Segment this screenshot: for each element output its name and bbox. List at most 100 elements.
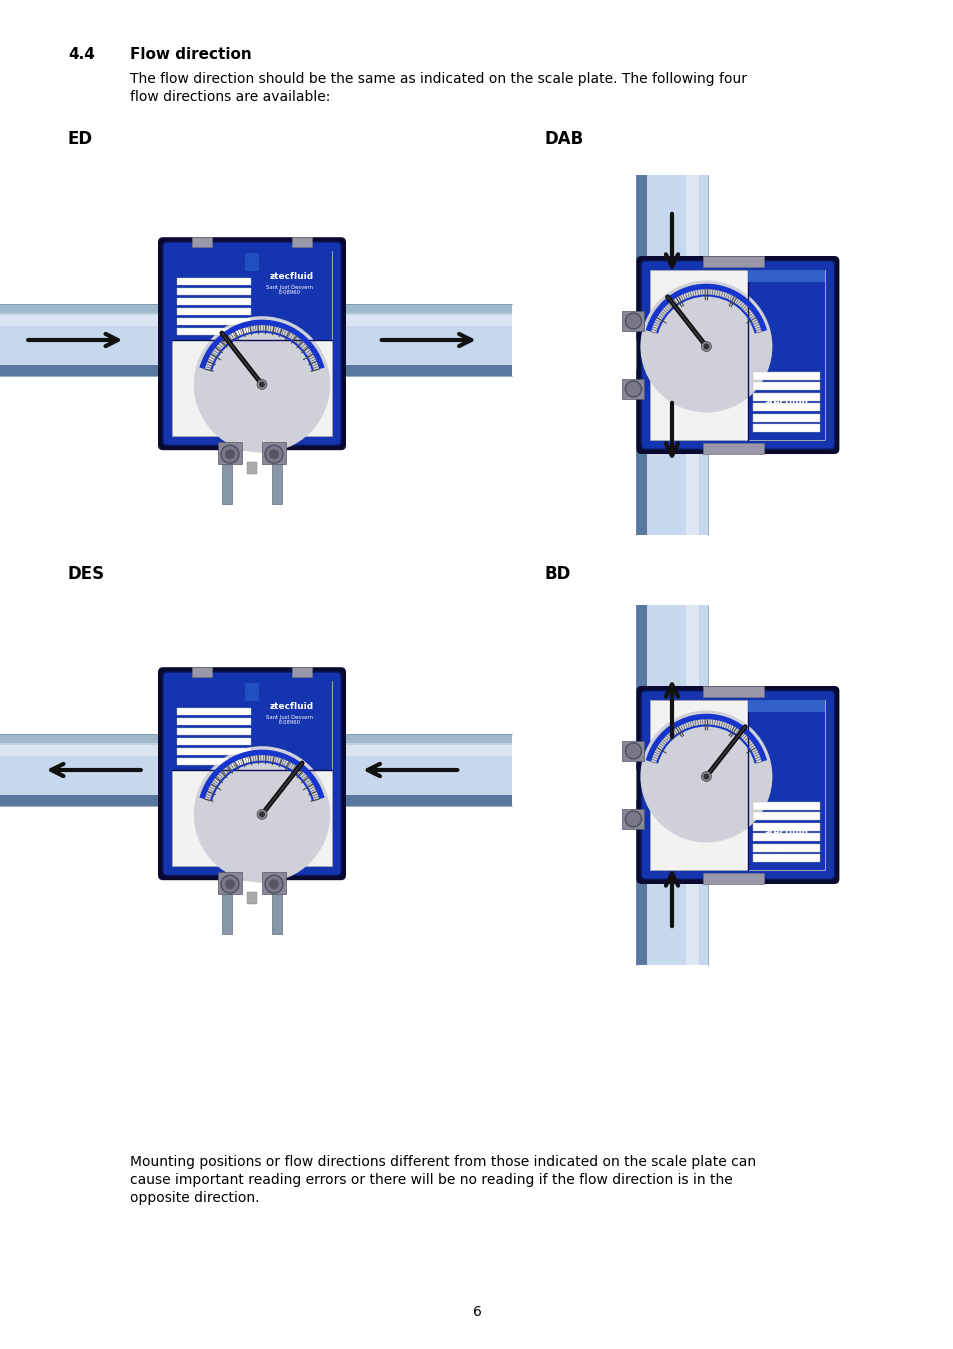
Bar <box>177 747 251 755</box>
Text: E-08960: E-08960 <box>775 428 797 432</box>
Bar <box>702 873 763 884</box>
Bar <box>177 328 251 335</box>
Bar <box>707 331 738 380</box>
Text: ƶtecfluid: ƶtecfluid <box>764 398 808 407</box>
FancyBboxPatch shape <box>158 668 346 880</box>
Bar <box>177 317 251 325</box>
Text: Flow direction: Flow direction <box>130 47 252 62</box>
Bar <box>172 251 332 436</box>
Bar <box>685 370 699 536</box>
Bar <box>702 687 763 697</box>
Bar <box>747 700 824 712</box>
Bar <box>0 795 177 805</box>
Circle shape <box>625 743 640 759</box>
Text: E-08960: E-08960 <box>775 858 797 862</box>
Bar <box>753 801 820 809</box>
Bar <box>327 313 512 325</box>
Text: E-08960: E-08960 <box>278 290 301 295</box>
Text: flow directions are available:: flow directions are available: <box>130 90 330 104</box>
FancyBboxPatch shape <box>640 260 834 449</box>
Bar <box>272 463 282 505</box>
Bar <box>192 668 212 677</box>
Bar <box>621 809 643 830</box>
Circle shape <box>702 344 709 349</box>
Bar <box>327 734 512 745</box>
Bar <box>177 278 251 285</box>
Bar <box>177 727 251 735</box>
Text: ƶtecfluid: ƶtecfluid <box>764 828 808 838</box>
Bar <box>0 743 177 755</box>
Bar <box>222 463 232 505</box>
FancyBboxPatch shape <box>636 687 839 884</box>
Bar <box>685 604 699 770</box>
Bar <box>192 237 212 247</box>
Bar <box>707 759 738 809</box>
Circle shape <box>269 880 278 889</box>
Text: E-08960: E-08960 <box>278 720 301 726</box>
Bar <box>753 414 820 421</box>
Bar <box>753 393 820 401</box>
Bar <box>747 700 824 870</box>
FancyBboxPatch shape <box>640 691 834 880</box>
Bar <box>747 270 824 282</box>
Bar <box>177 308 251 316</box>
Circle shape <box>193 746 330 882</box>
Bar <box>327 366 512 376</box>
Bar <box>262 873 286 894</box>
Text: Sant Just Desvern: Sant Just Desvern <box>762 417 809 422</box>
Text: Mounting positions or flow directions different from those indicated on the scal: Mounting positions or flow directions di… <box>130 1155 756 1170</box>
Bar <box>0 304 177 314</box>
Bar <box>0 366 177 376</box>
Text: DES: DES <box>68 565 105 583</box>
Bar <box>177 718 251 724</box>
Bar <box>172 251 332 340</box>
Text: cause important reading errors or there will be no reading if the flow direction: cause important reading errors or there … <box>130 1174 732 1187</box>
Bar <box>172 681 332 866</box>
Bar <box>685 175 699 340</box>
Text: ƶtecfluid: ƶtecfluid <box>270 272 314 281</box>
Circle shape <box>225 449 234 459</box>
Bar <box>753 854 820 862</box>
Bar <box>247 463 256 475</box>
Text: 6: 6 <box>472 1304 481 1319</box>
Circle shape <box>221 876 239 893</box>
Bar <box>0 314 177 366</box>
Bar <box>753 382 820 390</box>
Bar <box>621 741 643 761</box>
Circle shape <box>258 382 265 387</box>
Circle shape <box>700 772 711 781</box>
Bar <box>753 823 820 831</box>
Bar <box>753 843 820 851</box>
Text: opposite direction.: opposite direction. <box>130 1191 259 1205</box>
Bar <box>685 800 699 965</box>
Bar <box>218 873 242 894</box>
Bar <box>0 745 177 795</box>
Circle shape <box>625 380 640 397</box>
Circle shape <box>625 811 640 827</box>
Bar <box>621 312 643 331</box>
Bar <box>177 738 251 745</box>
Circle shape <box>193 316 330 453</box>
Bar <box>753 403 820 411</box>
Bar <box>172 681 332 770</box>
Text: BD: BD <box>544 565 571 583</box>
Bar <box>753 812 820 820</box>
Bar <box>636 604 707 770</box>
Bar <box>0 313 177 325</box>
Text: ED: ED <box>68 130 93 148</box>
Bar <box>177 707 251 715</box>
Bar <box>702 442 763 455</box>
Bar <box>0 734 177 745</box>
Bar <box>177 758 251 765</box>
Bar <box>245 254 258 271</box>
Circle shape <box>256 809 267 819</box>
Text: DAB: DAB <box>544 130 583 148</box>
Bar <box>636 800 707 965</box>
Bar <box>245 683 258 701</box>
Bar <box>327 745 512 795</box>
Bar <box>327 795 512 805</box>
Text: 4.4: 4.4 <box>68 47 94 62</box>
Circle shape <box>221 445 239 463</box>
Text: The flow direction should be the same as indicated on the scale plate. The follo: The flow direction should be the same as… <box>130 71 746 86</box>
Bar <box>650 700 824 870</box>
